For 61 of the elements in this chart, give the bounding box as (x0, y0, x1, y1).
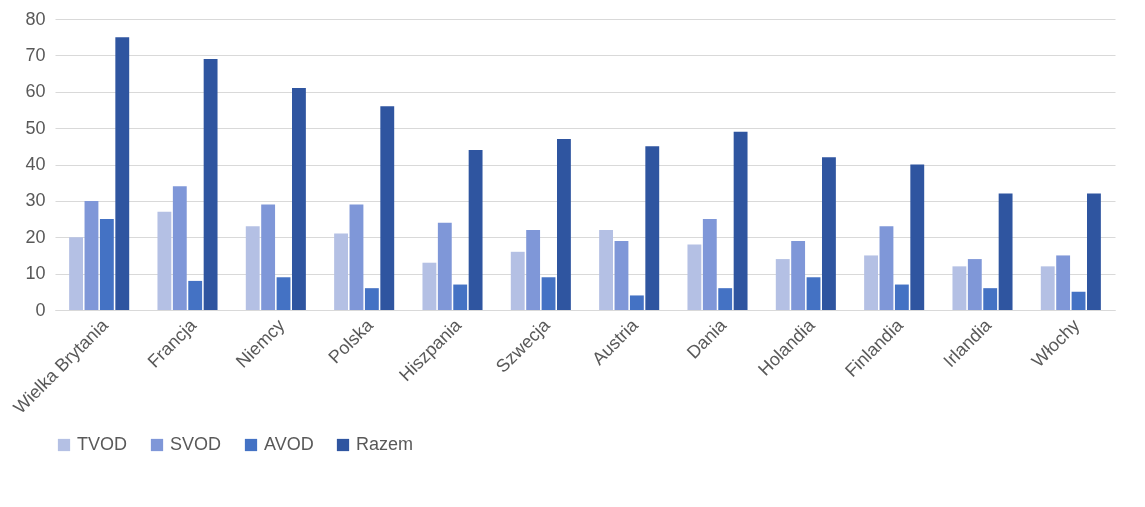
bar (952, 266, 967, 310)
bar (115, 37, 130, 310)
bar (864, 255, 878, 310)
bar (629, 295, 644, 310)
bar (422, 262, 437, 310)
bar (453, 284, 468, 310)
bar (967, 259, 982, 310)
y-tick-label: 10 (25, 263, 46, 284)
bar (687, 244, 702, 310)
y-tick-label: 20 (25, 226, 46, 247)
bar (99, 219, 114, 310)
bar (822, 157, 836, 310)
bar (334, 233, 348, 310)
bar (599, 229, 613, 310)
bar (775, 259, 790, 310)
bar (468, 149, 483, 310)
bar (1040, 266, 1055, 310)
bar (349, 204, 364, 310)
bar (702, 219, 717, 310)
bar (541, 277, 556, 310)
bar (1071, 291, 1086, 310)
bar (1056, 255, 1071, 310)
y-tick-label: 70 (25, 44, 46, 65)
bar (276, 277, 291, 310)
bar (380, 106, 395, 310)
bar (806, 277, 821, 310)
bar (261, 204, 276, 310)
y-tick-label: 60 (25, 81, 46, 102)
bar (983, 288, 998, 310)
bar (526, 229, 541, 310)
bar (69, 237, 83, 310)
y-tick-label: 40 (25, 154, 46, 174)
y-tick-label: 30 (25, 190, 46, 211)
y-tick-label: 80 (25, 8, 46, 29)
legend-label: SVOD (170, 434, 222, 454)
bar (998, 193, 1013, 310)
legend-label: Razem (356, 434, 414, 454)
y-tick-label: 50 (25, 117, 46, 138)
bar (245, 226, 260, 310)
bar (364, 288, 379, 310)
bar (894, 284, 909, 310)
bar (203, 59, 218, 310)
y-tick-label: 0 (35, 299, 46, 320)
bar (879, 226, 894, 310)
bar (172, 186, 187, 310)
bar (1087, 193, 1101, 310)
bar (614, 240, 629, 310)
bar (510, 251, 525, 310)
bar (84, 200, 99, 310)
bar (791, 240, 806, 310)
bar (437, 222, 452, 310)
bar (188, 280, 203, 310)
bar (645, 146, 660, 310)
bar (718, 288, 733, 310)
legend-label: AVOD (264, 434, 314, 454)
bar (157, 211, 172, 310)
bar (557, 139, 571, 310)
bar (733, 131, 748, 310)
bar (910, 164, 925, 310)
bar (292, 88, 306, 310)
legend-label: TVOD (77, 434, 128, 454)
